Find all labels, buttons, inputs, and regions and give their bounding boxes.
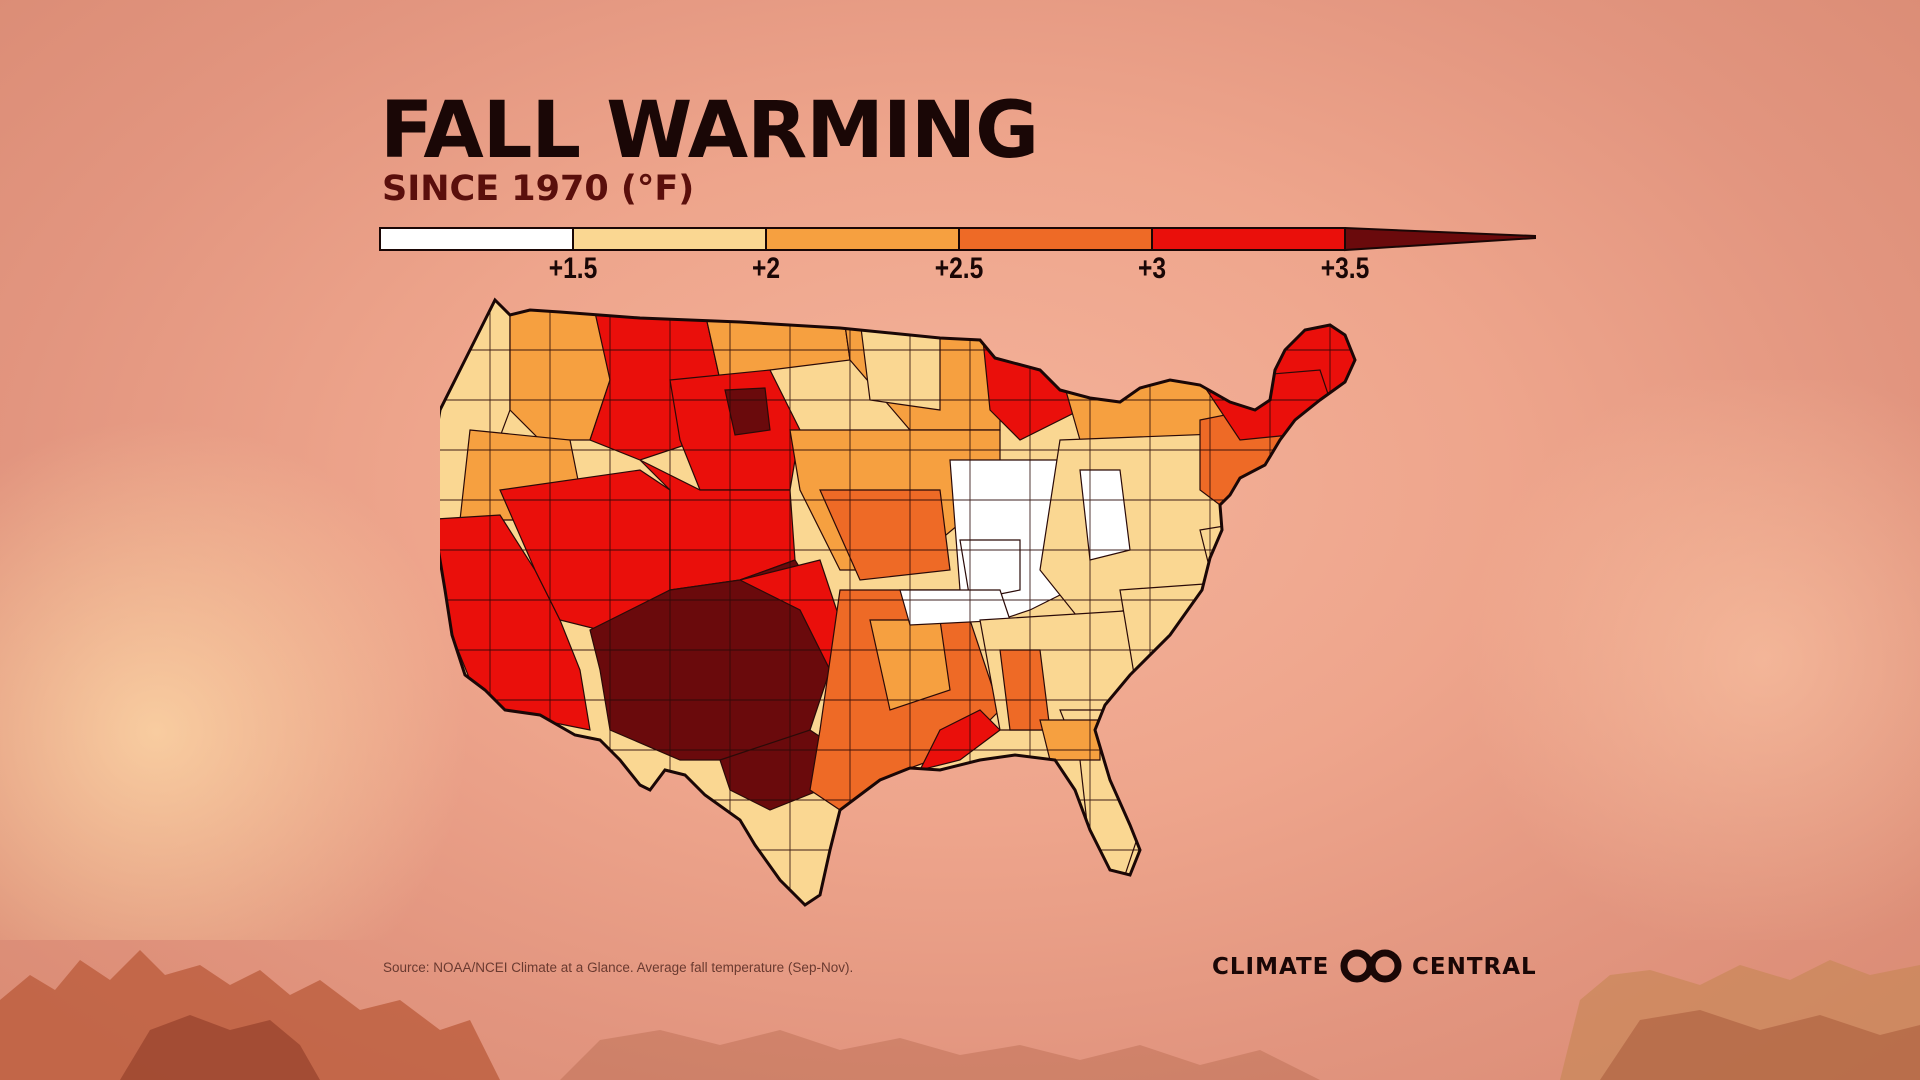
autumn-leaves-decoration bbox=[0, 950, 1920, 1080]
division-ozarks bbox=[959, 539, 1021, 601]
us-outline bbox=[440, 297, 1357, 907]
background-glow-left bbox=[0, 420, 520, 940]
legend-bin-3 bbox=[958, 227, 1153, 251]
division-texas-gulf-coast bbox=[918, 709, 1001, 771]
logo-word-right: CENTRAL bbox=[1412, 954, 1537, 980]
map-title: FALL WARMING bbox=[380, 86, 1039, 176]
division-georgia-interior bbox=[1159, 669, 1211, 711]
legend-label-2: +2.5 bbox=[934, 252, 984, 285]
legend-bin-5 bbox=[1344, 226, 1536, 252]
logo-rings-icon bbox=[1340, 949, 1402, 983]
division-north-carolina-coast bbox=[1299, 559, 1346, 611]
legend-label-4: +3.5 bbox=[1320, 252, 1370, 285]
map-subtitle: SINCE 1970 (°F) bbox=[382, 169, 695, 209]
logo-word-left: CLIMATE bbox=[1212, 954, 1330, 980]
legend-bin-0 bbox=[379, 227, 574, 251]
source-caption: Source: NOAA/NCEI Climate at a Glance. A… bbox=[383, 960, 854, 975]
us-climate-division-map bbox=[440, 297, 1357, 907]
legend-label-1: +2 bbox=[751, 252, 781, 285]
legend-bin-2 bbox=[765, 227, 960, 251]
legend-label-0: +1.5 bbox=[548, 252, 598, 285]
background-glow-right bbox=[1400, 380, 1920, 940]
legend-bin-4 bbox=[1151, 227, 1346, 251]
legend-label-3: +3 bbox=[1137, 252, 1167, 285]
division-florida-panhandle bbox=[1039, 719, 1101, 761]
color-legend-bar bbox=[379, 226, 1536, 252]
legend-bin-1 bbox=[572, 227, 767, 251]
